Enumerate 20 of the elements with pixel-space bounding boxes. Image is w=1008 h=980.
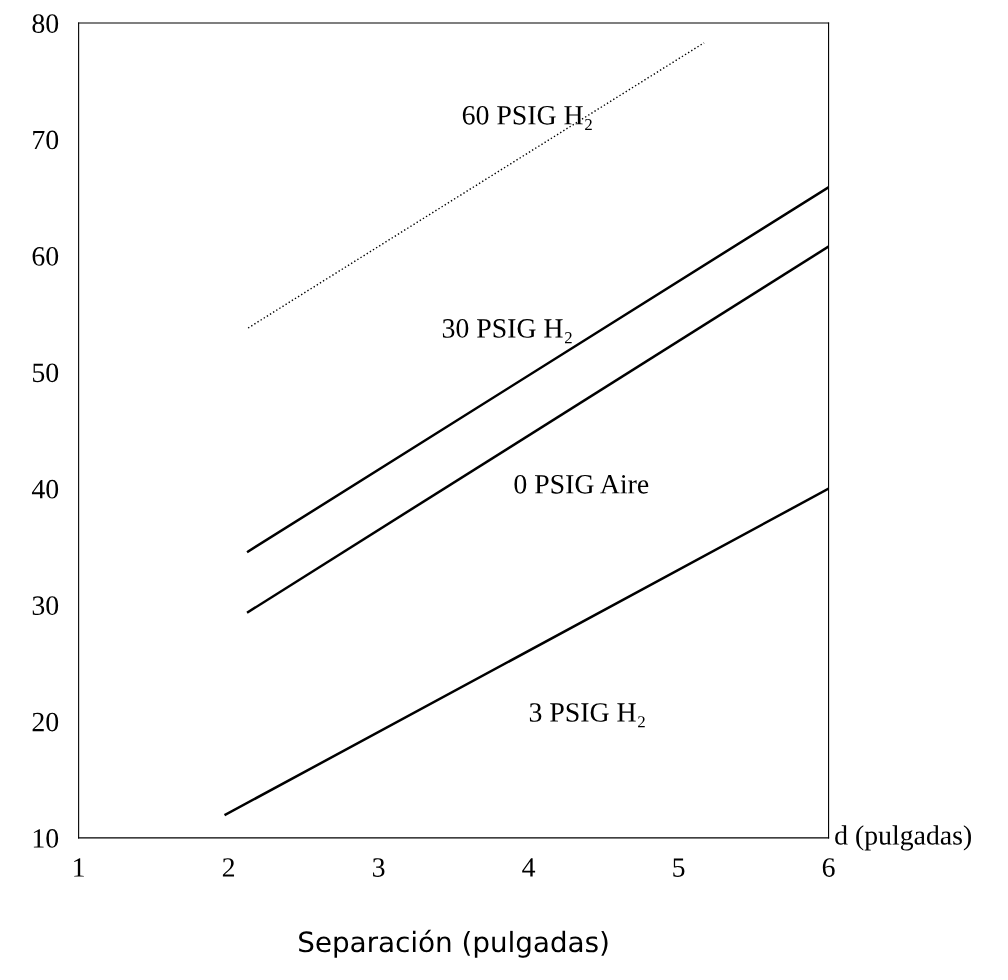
- x-tick-label: 6: [822, 858, 835, 877]
- y-tick-label: 70: [33, 130, 59, 150]
- x-tick-label: 1: [74, 858, 84, 877]
- y-tick-label: 20: [32, 712, 59, 732]
- y-tick-label: 10: [33, 829, 59, 848]
- series-label: 30 PSIG H₂: [442, 319, 572, 344]
- y-tick-label: 80: [32, 14, 59, 33]
- series-label: 3 PSIG H₂: [529, 703, 645, 728]
- series-label: 0 PSIG Aire: [514, 474, 649, 494]
- y-tick-label: 40: [31, 479, 59, 499]
- y-tick-label: 60: [32, 247, 59, 266]
- x-tick-label: 2: [222, 858, 235, 877]
- x-axis-title: Separación (pulgadas): [299, 929, 608, 958]
- series-label: 60 PSIG H₂: [462, 105, 592, 131]
- x-tick-label: 3: [372, 858, 385, 877]
- text: d (pulgadas): [835, 825, 971, 851]
- y-tick-label: 50: [33, 363, 59, 383]
- x-tick-label: 5: [673, 858, 685, 877]
- y-tick-label: 30: [32, 596, 59, 615]
- x-tick-label: 4: [522, 858, 536, 877]
